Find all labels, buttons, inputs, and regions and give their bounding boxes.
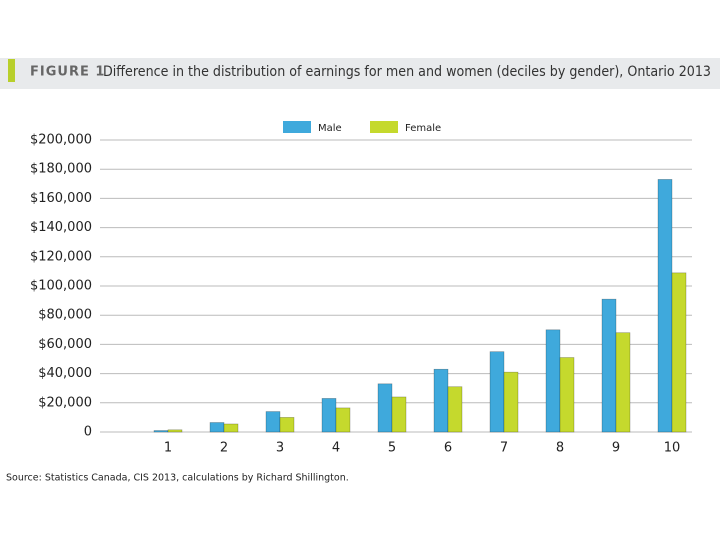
source-note: Source: Statistics Canada, CIS 2013, cal… — [6, 473, 349, 484]
bar — [447, 386, 463, 433]
y-tick-label: $200,000 — [30, 133, 92, 148]
y-tick-label: $20,000 — [38, 395, 92, 410]
bar — [335, 407, 351, 433]
legend-swatch — [370, 121, 398, 133]
bar — [223, 423, 239, 433]
bar — [433, 368, 449, 433]
y-tick-label: $140,000 — [30, 220, 92, 235]
chart-title: Difference in the distribution of earnin… — [103, 64, 711, 80]
x-tick-label: 1 — [164, 441, 172, 456]
bar — [559, 357, 575, 433]
bar — [503, 371, 519, 433]
legend-label: Male — [318, 123, 342, 134]
x-tick-label: 8 — [556, 441, 564, 456]
legend-label: Female — [405, 123, 441, 134]
x-tick-label: 10 — [664, 441, 681, 456]
bar — [391, 396, 407, 433]
x-tick-label: 4 — [332, 441, 340, 456]
bar — [153, 430, 169, 433]
y-tick-label: $40,000 — [38, 366, 92, 381]
figure-label: FIGURE 1 — [30, 65, 105, 80]
bar — [545, 329, 561, 433]
bar — [209, 422, 225, 433]
y-tick-label: 0 — [84, 425, 92, 440]
y-tick-label: $180,000 — [30, 162, 92, 177]
legend-swatch — [283, 121, 311, 133]
bar — [279, 417, 295, 433]
x-tick-label: 5 — [388, 441, 396, 456]
y-tick-label: $120,000 — [30, 249, 92, 264]
bar — [489, 351, 505, 433]
x-tick-label: 9 — [612, 441, 620, 456]
bar — [377, 383, 393, 433]
bar — [265, 411, 281, 433]
bar — [671, 272, 687, 433]
x-tick-label: 6 — [444, 441, 452, 456]
bar — [601, 298, 617, 433]
x-tick-label: 7 — [500, 441, 508, 456]
bar — [167, 429, 183, 433]
title-marker — [8, 59, 15, 82]
y-tick-label: $60,000 — [38, 337, 92, 352]
x-tick-label: 2 — [220, 441, 228, 456]
x-tick-label: 3 — [276, 441, 284, 456]
bar — [657, 179, 673, 433]
y-tick-label: $100,000 — [30, 279, 92, 294]
y-tick-label: $160,000 — [30, 191, 92, 206]
bar — [615, 332, 631, 433]
bar — [321, 398, 337, 433]
y-tick-label: $80,000 — [38, 308, 92, 323]
title-band — [0, 58, 720, 89]
